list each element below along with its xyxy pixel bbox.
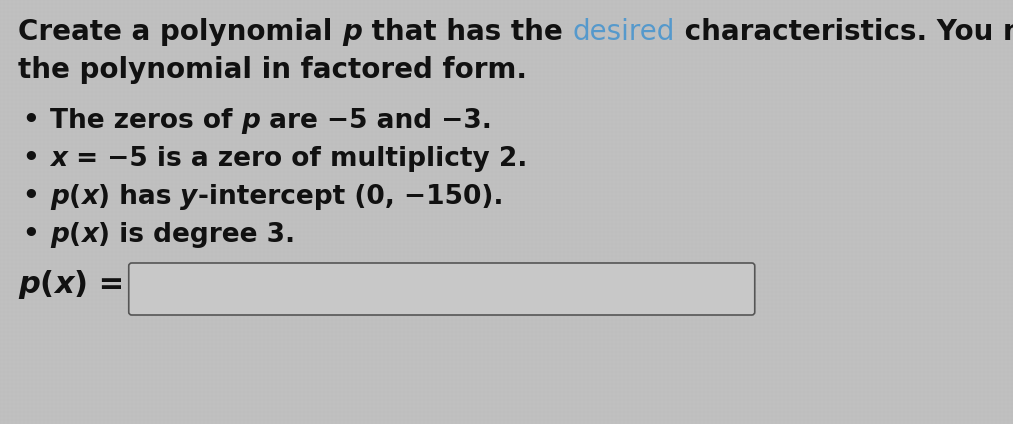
Text: desired: desired [572,18,675,46]
Text: ) =: ) = [74,270,124,299]
Text: -intercept (0, −150).: -intercept (0, −150). [198,184,503,210]
Text: ) is degree 3.: ) is degree 3. [98,222,295,248]
Text: p: p [342,18,362,46]
Text: p: p [242,108,260,134]
Text: p: p [50,184,69,210]
Text: Create a polynomial: Create a polynomial [18,18,342,46]
Text: (: ( [40,270,54,299]
Text: (: ( [69,222,81,248]
Text: x: x [81,222,98,248]
Text: y: y [180,184,198,210]
Text: are −5 and −3.: are −5 and −3. [260,108,492,134]
Text: x: x [50,146,67,172]
Text: x: x [54,270,74,299]
Text: ) has: ) has [98,184,180,210]
Text: = −5 is a zero of multiplicty 2.: = −5 is a zero of multiplicty 2. [67,146,528,172]
FancyBboxPatch shape [129,263,755,315]
Text: p: p [50,222,69,248]
Text: The zeros of: The zeros of [50,108,242,134]
Text: •: • [22,222,38,248]
Text: that has the: that has the [362,18,572,46]
Text: (: ( [69,184,81,210]
Text: •: • [22,108,38,134]
Text: x: x [81,184,98,210]
Text: •: • [22,184,38,210]
Text: characteristics. You may leave: characteristics. You may leave [675,18,1013,46]
Text: the polynomial in factored form.: the polynomial in factored form. [18,56,527,84]
Text: •: • [22,146,38,172]
Text: p: p [18,270,40,299]
